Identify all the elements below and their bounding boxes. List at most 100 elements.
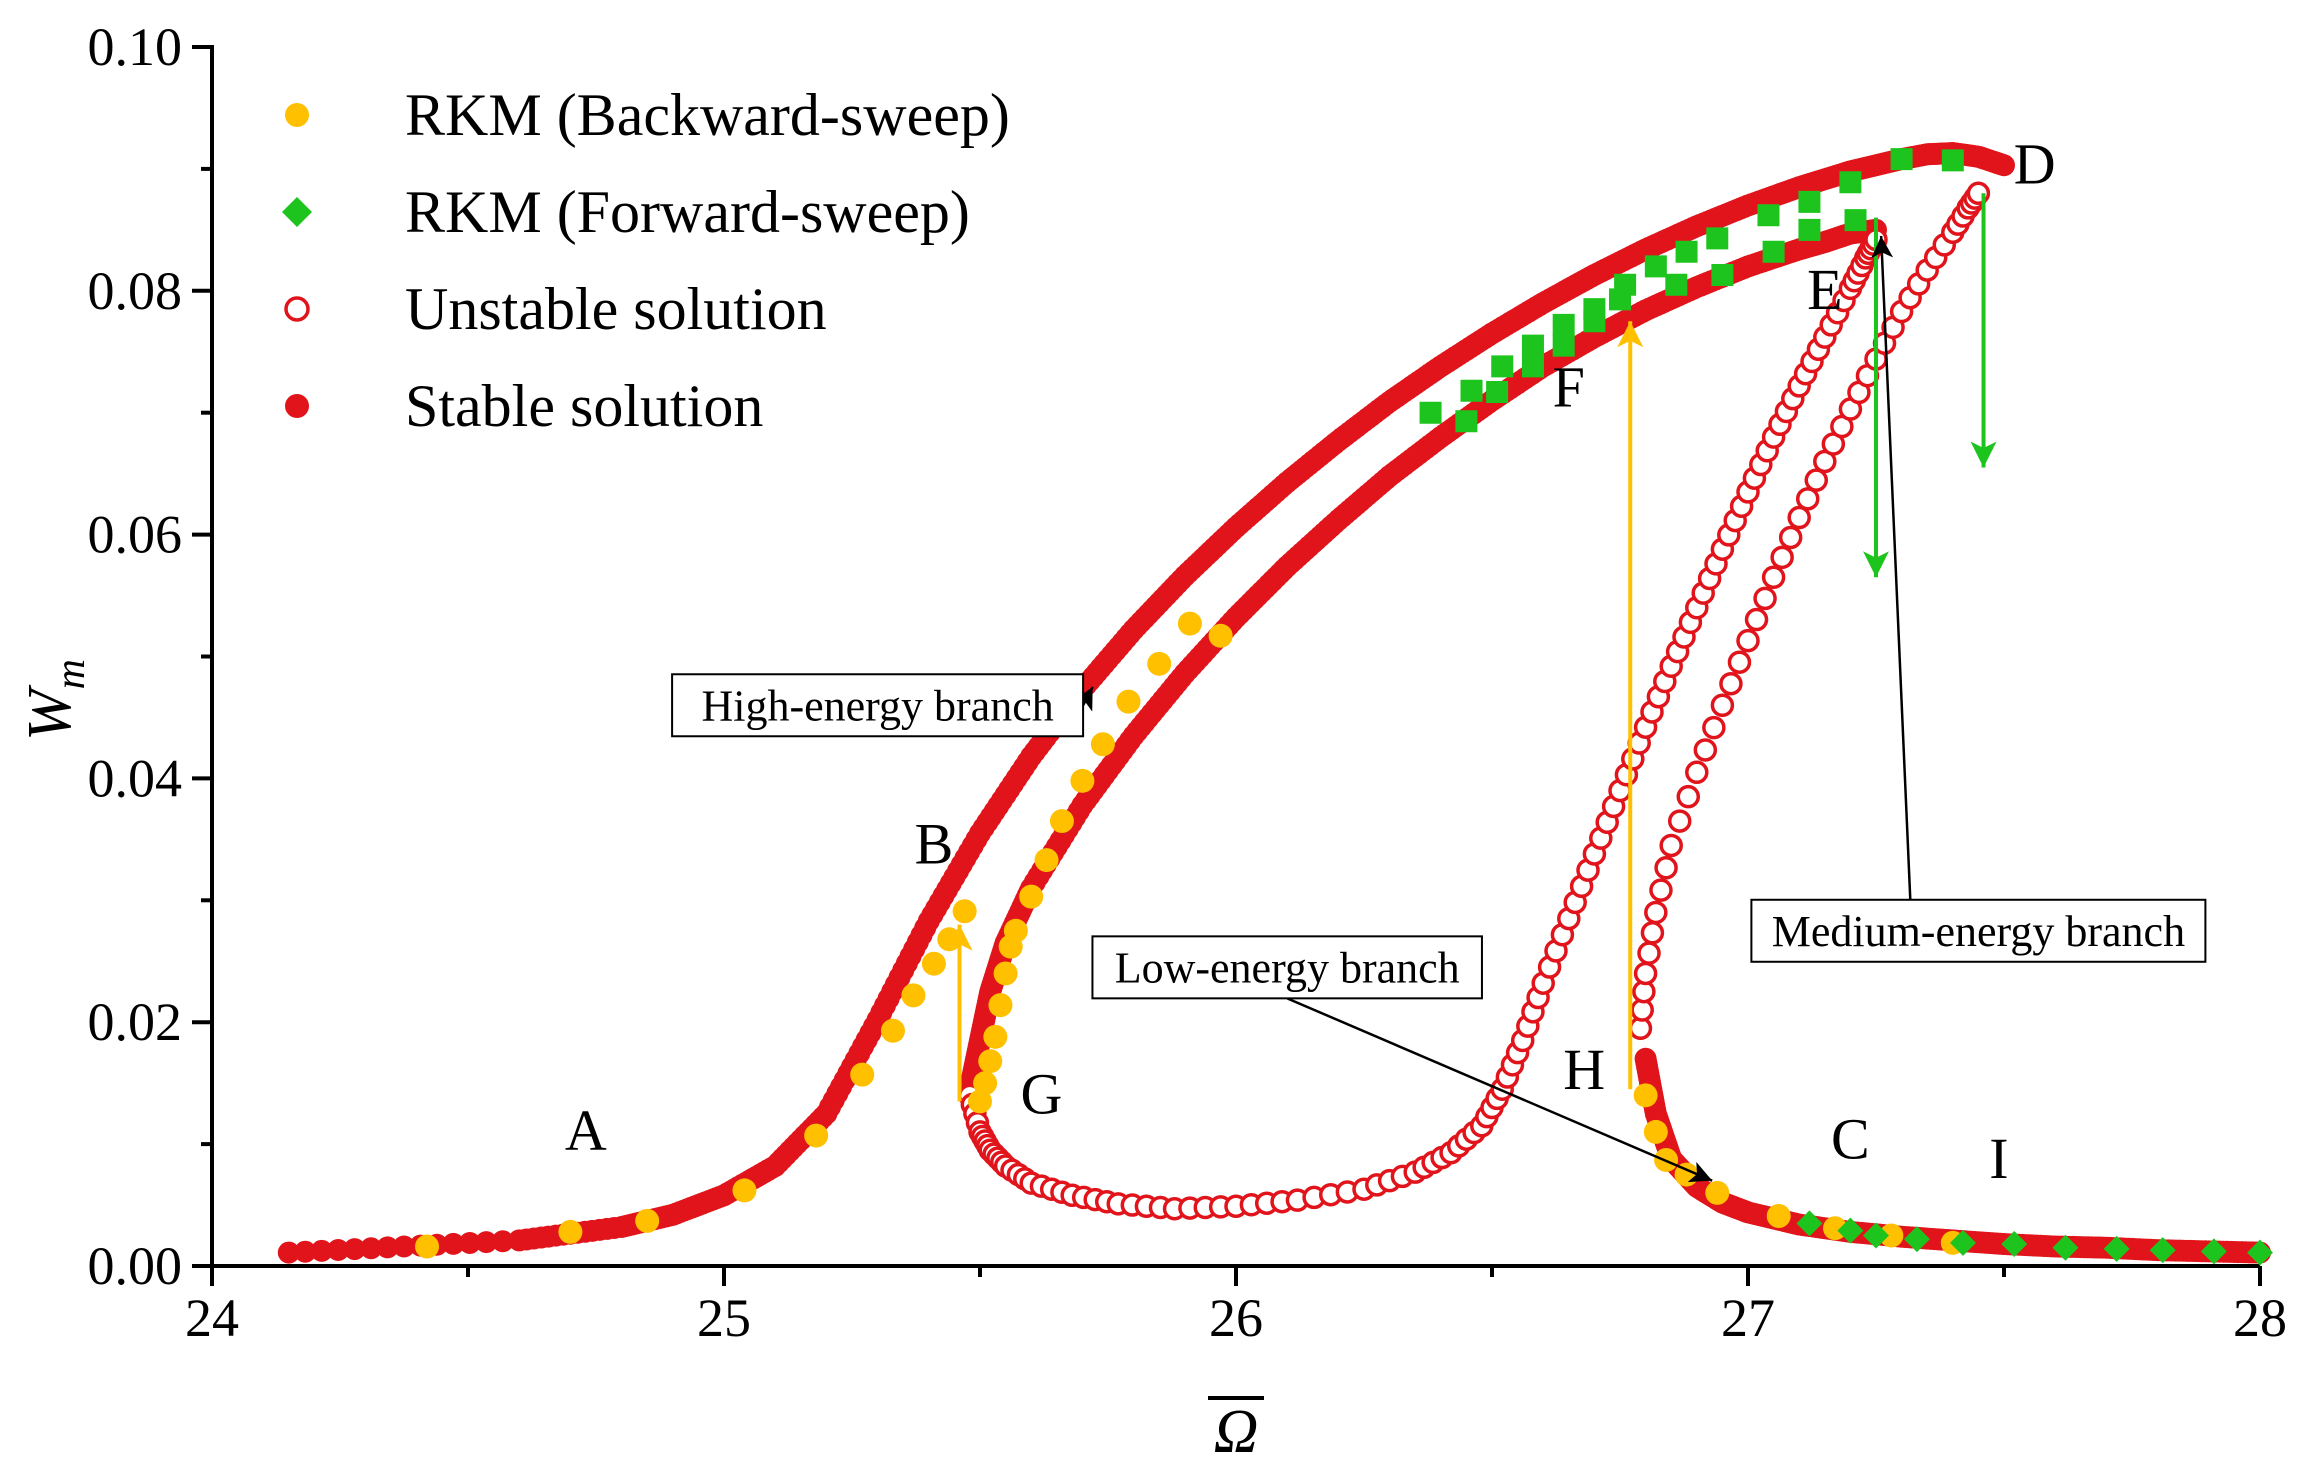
backward-sweep-point (1177, 611, 1202, 636)
backward-sweep-point (1116, 689, 1141, 714)
x-tick-label: 28 (2233, 1288, 2287, 1348)
unstable-point (1649, 878, 1673, 902)
unstable-point (1693, 738, 1718, 762)
legend-marker (285, 394, 309, 418)
forward-sweep-point (1798, 190, 1821, 213)
forward-sweep-point (1863, 1222, 1889, 1249)
forward-sweep-point (1675, 240, 1698, 263)
jump-arrows (946, 193, 1997, 1102)
backward-sweep-point (968, 1089, 992, 1114)
y-axis-label: Wm (16, 659, 94, 741)
forward-sweep-point (1552, 313, 1575, 336)
y-tick-label: 0.08 (88, 261, 183, 321)
annotation-box (1750, 898, 2207, 963)
backward-sweep-point (1705, 1180, 1730, 1205)
stable-point (294, 1240, 317, 1263)
backward-sweep-point (1633, 1083, 1658, 1108)
series-backward_lower (415, 899, 977, 1259)
legend-marker (285, 103, 309, 127)
backward-sweep-point (415, 1234, 440, 1259)
backward-sweep-point (1208, 623, 1233, 648)
backward-sweep-point (1643, 1119, 1668, 1144)
backward-sweep-point (921, 951, 946, 976)
axes: 24 25 26 27 28 0.00 0.02 0.04 0.06 0.08 0.10 Ω Wm (16, 17, 2287, 1466)
legend-label: RKM (Backward-sweep) (405, 82, 1010, 148)
annotation-arrow (1871, 235, 1912, 900)
forward-sweep-point (1583, 310, 1606, 333)
forward-sweep-point (1757, 204, 1780, 227)
unstable-point (1787, 505, 1811, 530)
unstable-point (1644, 900, 1668, 925)
backward-sweep-point (1049, 809, 1074, 834)
series-backward_upper (968, 611, 1233, 1114)
legend: RKM (Backward-sweep) RKM (Forward-sweep) U… (282, 82, 1010, 439)
unstable-point (1761, 565, 1786, 590)
forward-sweep-point (1665, 273, 1688, 296)
unstable-point (1667, 809, 1692, 833)
forward-sweep-point (1552, 334, 1575, 357)
unstable-point (1676, 784, 1701, 809)
forward-sweep-point (1941, 149, 1964, 172)
unstable-point (1736, 628, 1760, 653)
point-label-H: H (1563, 1037, 1605, 1102)
unstable-point (1640, 921, 1665, 945)
stable-point (1993, 154, 2015, 177)
unstable-point (1654, 856, 1678, 880)
stable-point (277, 1241, 300, 1264)
stable-point (393, 1235, 415, 1258)
backward-sweep-point (635, 1208, 660, 1233)
stable-point (475, 1231, 498, 1254)
stable-point (376, 1236, 399, 1259)
legend-marker-forward (282, 197, 312, 227)
forward-sweep-point (1521, 355, 1544, 378)
forward-sweep-point (1419, 401, 1442, 424)
forward-sweep-point (1903, 1226, 1930, 1253)
forward-sweep-point (1890, 148, 1913, 171)
stable-point (310, 1239, 333, 1262)
unstable-point (1804, 468, 1829, 492)
stable-point (360, 1237, 383, 1260)
unstable-point (1710, 693, 1735, 718)
stable-point (491, 1230, 514, 1253)
forward-sweep-point (1706, 227, 1729, 250)
stable-point (343, 1238, 366, 1261)
unstable-point (1727, 650, 1752, 674)
unstable-point (1633, 961, 1658, 986)
backward-sweep-point (952, 899, 977, 924)
point-label-I: I (1989, 1126, 2008, 1191)
series-unstable_G (958, 227, 1888, 1221)
forward-sweep-point (1460, 379, 1483, 402)
y-tick-label: 0.10 (88, 17, 183, 77)
legend-label: Unstable solution (405, 276, 827, 342)
x-axis-label: Ω (1214, 1398, 1259, 1466)
x-tick-label: 25 (697, 1288, 751, 1348)
unstable-point (1637, 941, 1661, 965)
stable-point (458, 1232, 481, 1255)
forward-sweep-point (1837, 1217, 1864, 1244)
forward-sweep-point (1796, 1210, 1823, 1237)
backward-sweep-point (1766, 1204, 1791, 1229)
legend-label: RKM (Forward-sweep) (405, 179, 970, 245)
stable-point (327, 1238, 350, 1261)
backward-sweep-point (1003, 918, 1028, 943)
point-label-D: D (2014, 132, 2056, 197)
x-tick-label: 24 (185, 1288, 239, 1348)
unstable-point (1744, 607, 1769, 632)
backward-sweep-point (1147, 651, 1172, 676)
backward-sweep-point (1879, 1223, 1904, 1248)
forward-sweep-point (1491, 355, 1514, 378)
annotation-box (671, 673, 1085, 738)
backward-sweep-point (558, 1219, 583, 1244)
unstable-point (1753, 586, 1777, 611)
backward-sweep-point (804, 1123, 829, 1148)
forward-sweep-point (1839, 171, 1862, 194)
backward-sweep-point (993, 961, 1018, 986)
backward-sweep-point (983, 1024, 1008, 1049)
forward-sweep-point (1950, 1229, 1977, 1256)
point-label-G: G (1020, 1062, 1062, 1127)
forward-sweep-point (1486, 380, 1509, 403)
point-label-C: C (1831, 1107, 1870, 1172)
forward-sweep-point (1644, 255, 1667, 278)
forward-sweep-point (2247, 1239, 2273, 1266)
forward-sweep-point (1455, 410, 1478, 433)
